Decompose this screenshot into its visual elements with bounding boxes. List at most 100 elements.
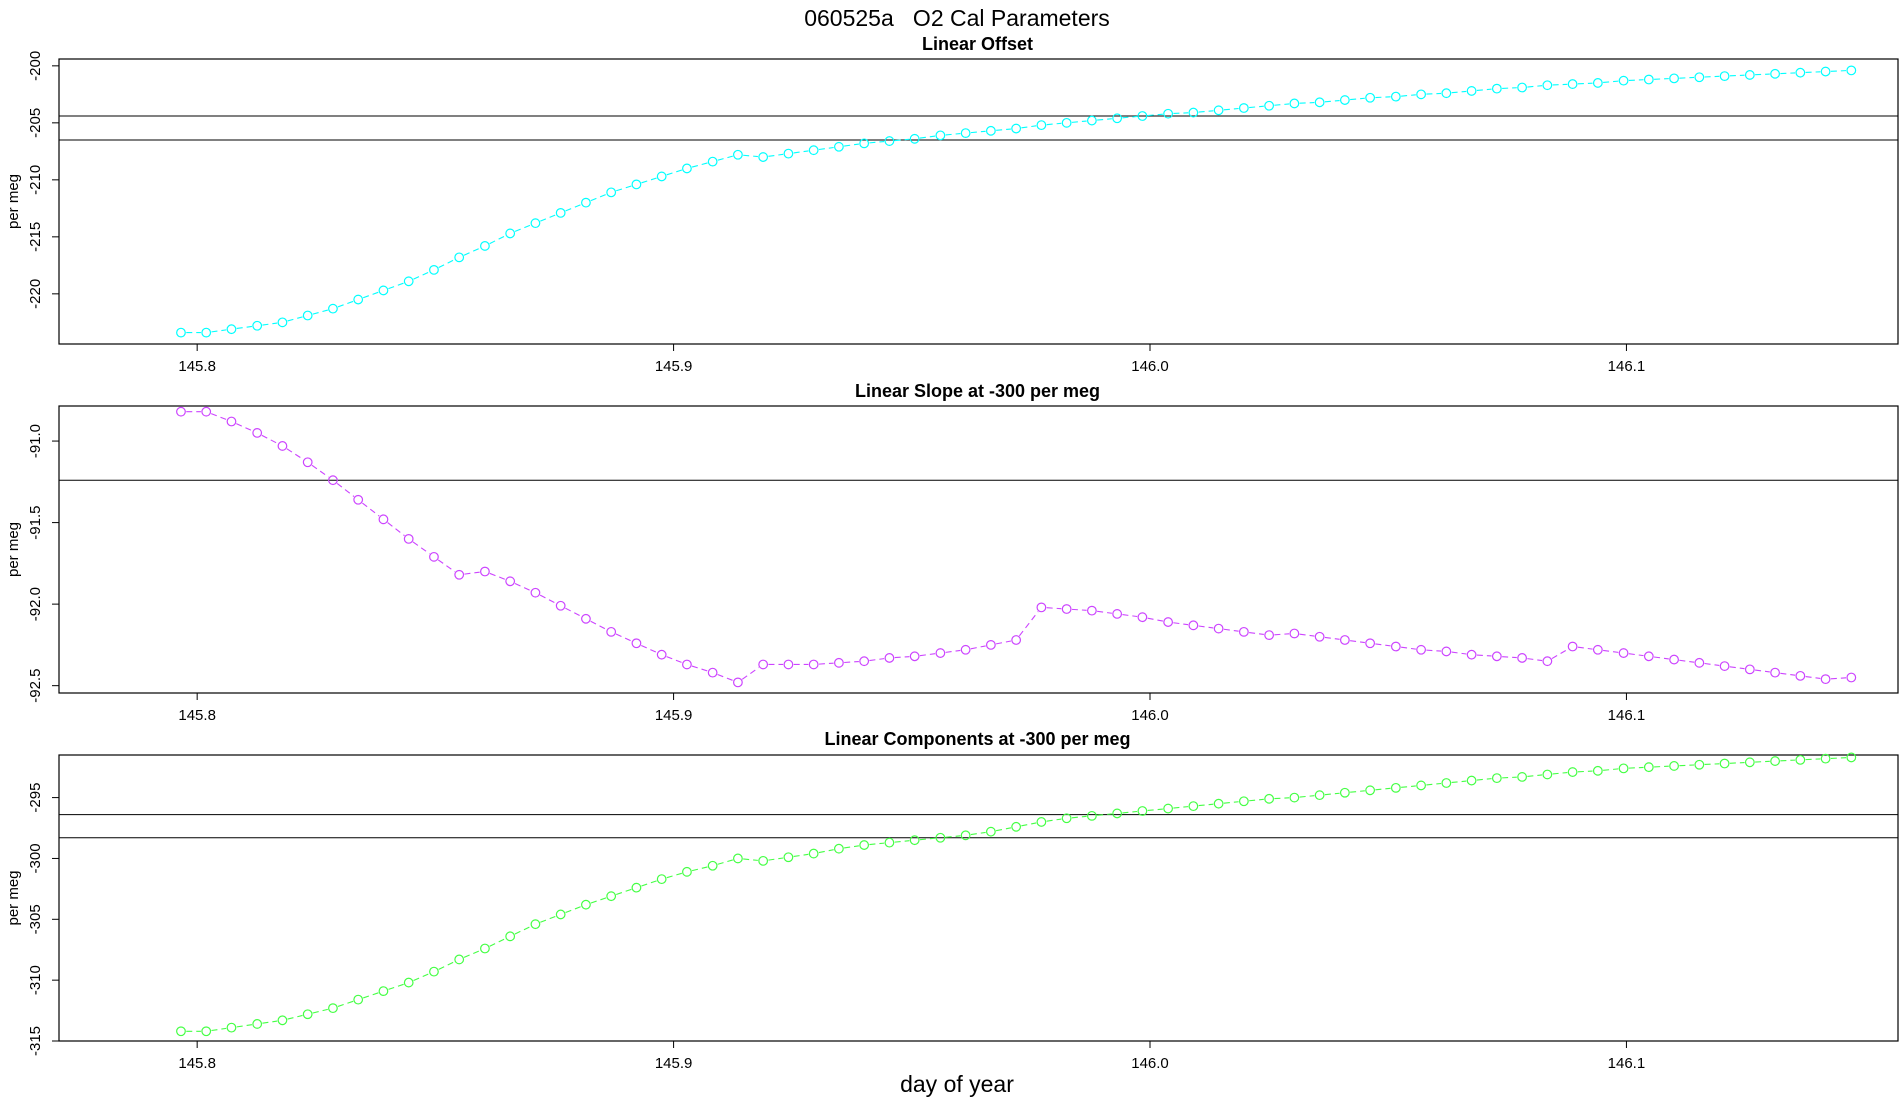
series-segment <box>1502 87 1517 89</box>
x-tick-label: 146.1 <box>1608 1055 1646 1072</box>
series-segment <box>1704 763 1720 766</box>
data-point <box>429 265 439 275</box>
plot-frame <box>58 405 1899 694</box>
series-segment <box>236 423 253 432</box>
series-segment <box>1324 99 1340 103</box>
x-axis-label: day of year <box>900 1071 1014 1097</box>
data-point <box>985 125 996 136</box>
data-point <box>1238 103 1249 113</box>
data-point <box>454 252 465 263</box>
data-point <box>1213 623 1224 634</box>
series-segment <box>1401 646 1416 650</box>
series-segment <box>1628 653 1644 657</box>
data-point <box>378 285 389 296</box>
data-point <box>1137 111 1148 121</box>
data-point <box>302 310 313 321</box>
y-tick-label: -215 <box>27 222 44 252</box>
data-point <box>1744 664 1755 675</box>
series-segment <box>1147 808 1163 812</box>
series-segment <box>1223 107 1239 111</box>
series-segment <box>312 1008 328 1014</box>
series-segment <box>945 133 961 136</box>
data-point <box>808 659 819 670</box>
data-point <box>378 986 389 997</box>
series-segment <box>1274 103 1290 106</box>
data-point <box>1238 796 1249 807</box>
series-segment <box>413 973 430 981</box>
x-tick-label: 145.9 <box>655 358 693 375</box>
data-point <box>758 659 769 670</box>
data-series <box>176 752 1857 1037</box>
series-segment <box>540 915 556 923</box>
series-segment <box>1502 776 1517 779</box>
series-segment <box>1198 803 1214 807</box>
data-point <box>631 179 642 190</box>
data-point <box>1567 767 1578 777</box>
series-segment <box>211 1027 227 1032</box>
series-segment <box>1780 72 1796 75</box>
data-point <box>1795 67 1806 78</box>
data-point <box>1669 654 1679 665</box>
series-segment <box>1299 633 1315 637</box>
data-point <box>1643 762 1654 773</box>
data-point <box>1770 667 1780 678</box>
data-point <box>201 406 212 417</box>
series-segment <box>691 866 708 872</box>
y-tick-label: -200 <box>27 51 44 81</box>
y-axis-label: per meg <box>5 174 22 229</box>
series-segment <box>1122 614 1138 618</box>
series-segment <box>666 656 683 664</box>
data-point <box>429 966 439 977</box>
series-segment <box>1603 80 1619 84</box>
series-segment <box>717 674 734 681</box>
series-segment <box>1628 766 1644 769</box>
data-point <box>403 276 414 287</box>
data-point <box>378 514 389 525</box>
series-segment <box>1729 74 1745 77</box>
x-tick-label: 145.9 <box>655 707 693 724</box>
series-segment <box>1502 656 1517 659</box>
data-point <box>1466 775 1477 786</box>
data-point <box>1365 785 1376 796</box>
series-segment <box>1679 76 1695 79</box>
data-point <box>201 1026 212 1037</box>
plot-frame <box>58 58 1899 345</box>
data-point <box>1643 74 1654 85</box>
series-segment <box>1551 648 1569 660</box>
series-segment <box>565 204 582 212</box>
data-point <box>555 909 566 920</box>
data-point <box>1846 672 1857 683</box>
series-segment <box>1324 792 1340 796</box>
data-point <box>1643 651 1654 662</box>
figure-title: 060525a O2 Cal Parameters <box>804 5 1110 31</box>
series-segment <box>565 906 582 914</box>
data-point <box>1820 753 1831 764</box>
data-point <box>1365 638 1376 649</box>
data-point <box>884 837 895 848</box>
series-segment <box>818 146 834 151</box>
y-tick-label: -315 <box>27 1026 44 1056</box>
series-segment <box>539 594 557 604</box>
series-segment <box>1021 822 1037 827</box>
series-segment <box>1173 806 1189 809</box>
data-point <box>1112 609 1123 619</box>
series-segment <box>894 138 910 142</box>
data-point <box>403 977 414 988</box>
data-point <box>302 1009 313 1020</box>
y-tick-label: -205 <box>27 108 44 138</box>
data-point <box>1618 75 1629 86</box>
series-segment <box>1249 105 1264 109</box>
data-point <box>733 853 743 864</box>
data-point <box>226 416 237 427</box>
x-tick-label: 146.1 <box>1608 707 1646 724</box>
data-point <box>226 1022 237 1033</box>
data-point <box>707 667 718 678</box>
series-segment <box>387 522 405 537</box>
data-point <box>859 138 870 149</box>
data-point <box>783 659 794 670</box>
series-segment <box>1350 97 1365 101</box>
data-point <box>985 826 996 837</box>
data-point <box>682 163 692 174</box>
series-segment <box>666 872 682 879</box>
series-segment <box>1577 770 1593 773</box>
